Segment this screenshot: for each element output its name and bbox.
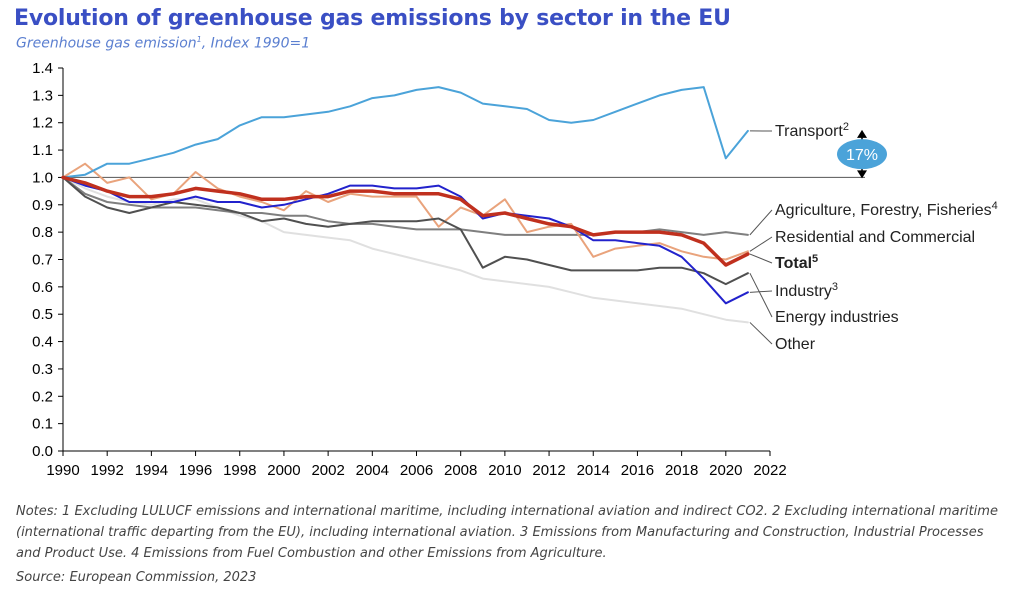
y-tick-label: 0.9 xyxy=(32,197,53,214)
label-leader-total xyxy=(749,253,773,264)
line-chart: 0.0 0.1 0.2 0.3 0.4 0.5 0.6 0.7 0.8 0.9 1.0 1.1 1.2 1… xyxy=(32,60,998,479)
difference-badge-label: 17% xyxy=(846,147,878,164)
series-line-industry xyxy=(62,176,749,305)
series-line-transport xyxy=(62,86,749,179)
x-tick-label: 2006 xyxy=(400,462,433,479)
y-tick-label: 0.1 xyxy=(32,416,53,433)
x-tick-label: 2022 xyxy=(753,462,786,479)
label-leader-energy-industries xyxy=(749,272,773,318)
label-leader-industry xyxy=(749,290,773,293)
series-name-total: Total xyxy=(775,255,812,272)
difference-badge xyxy=(837,139,887,170)
y-tick-label: 0.6 xyxy=(32,279,53,296)
series-footnote-total: 5 xyxy=(812,253,818,265)
y-tick-label: 0.3 xyxy=(32,361,53,378)
x-tick-label: 2010 xyxy=(488,462,521,479)
x-tick-label: 1994 xyxy=(135,462,168,479)
x-tick-label: 2000 xyxy=(267,462,300,479)
x-tick-label: 2016 xyxy=(621,462,654,479)
y-tick-label: 1.3 xyxy=(32,87,53,104)
y-tick-label: 0.7 xyxy=(32,252,53,269)
y-tick-label: 0.2 xyxy=(32,388,53,405)
y-tick-label: 1.4 xyxy=(32,60,53,77)
series-label-total: Total5 xyxy=(775,253,818,272)
chart-subtitle: Greenhouse gas emission1, Index 1990=1 xyxy=(16,35,310,52)
y-tick-label: 1.0 xyxy=(32,169,53,186)
series-label-transport: Transport2 xyxy=(775,121,849,140)
series-line-residential-and-commercial xyxy=(62,162,749,261)
series-line-total xyxy=(61,175,750,267)
y-tick-label: 0.8 xyxy=(32,224,53,241)
x-tick-label: 2014 xyxy=(577,462,610,479)
series-label-energy-industries: Energy industries xyxy=(775,309,899,326)
y-tick-label: 0.4 xyxy=(32,334,53,351)
x-tick-label: 1998 xyxy=(223,462,256,479)
series-label-industry: Industry3 xyxy=(775,281,838,300)
subtitle-rest: , Index 1990=1 xyxy=(201,35,311,52)
series-label-residential-and-commercial: Residential and Commercial xyxy=(775,229,975,246)
series-name-other: Other xyxy=(775,336,816,353)
difference-arrow-up-head xyxy=(857,129,867,138)
series-label-other: Other xyxy=(775,336,816,353)
series-name-industry: Industry xyxy=(775,283,832,300)
x-tick-label: 2002 xyxy=(311,462,344,479)
x-tick-label: 1996 xyxy=(179,462,212,479)
series-name-energy-industries: Energy industries xyxy=(775,309,899,326)
series-line-other xyxy=(62,176,749,324)
x-tick-label: 2018 xyxy=(665,462,698,479)
series-name-agriculture-forestry-fisheries: Agriculture, Forestry, Fisheries xyxy=(775,202,992,219)
x-tick-label: 1992 xyxy=(91,462,124,479)
series-footnote-agriculture-forestry-fisheries: 4 xyxy=(992,200,998,212)
series-label-agriculture-forestry-fisheries: Agriculture, Forestry, Fisheries4 xyxy=(775,200,998,219)
series-line-energy-industries xyxy=(62,176,749,286)
x-tick-label: 2004 xyxy=(356,462,389,479)
y-tick-label: 1.1 xyxy=(32,142,53,159)
series-footnote-transport: 2 xyxy=(843,121,849,133)
label-leader-agriculture-forestry-fisheries xyxy=(749,209,773,236)
x-tick-label: 2012 xyxy=(532,462,565,479)
chart-source: Source: European Commission, 2023 xyxy=(16,570,257,585)
series-line-agriculture-forestry-fisheries xyxy=(62,176,749,236)
x-tick-label: 1990 xyxy=(46,462,79,479)
y-tick-label: 0.5 xyxy=(32,306,53,323)
series-name-transport: Transport xyxy=(775,123,843,140)
difference-arrow-down-head xyxy=(857,170,867,179)
x-tick-label: 2008 xyxy=(444,462,477,479)
series-name-residential-and-commercial: Residential and Commercial xyxy=(775,229,975,246)
subtitle-main: Greenhouse gas emission xyxy=(16,35,197,52)
y-tick-label: 1.2 xyxy=(32,115,53,132)
label-leader-other xyxy=(749,322,773,345)
x-tick-label: 2020 xyxy=(709,462,742,479)
chart-title: Evolution of greenhouse gas emissions by… xyxy=(14,6,731,31)
y-tick-label: 0.0 xyxy=(32,443,53,460)
subtitle-footnote: 1 xyxy=(196,35,202,44)
series-footnote-industry: 3 xyxy=(832,281,838,293)
label-leader-residential-and-commercial xyxy=(749,236,773,252)
chart-notes: Notes: 1 Excluding LULUCF emissions and … xyxy=(16,504,998,561)
